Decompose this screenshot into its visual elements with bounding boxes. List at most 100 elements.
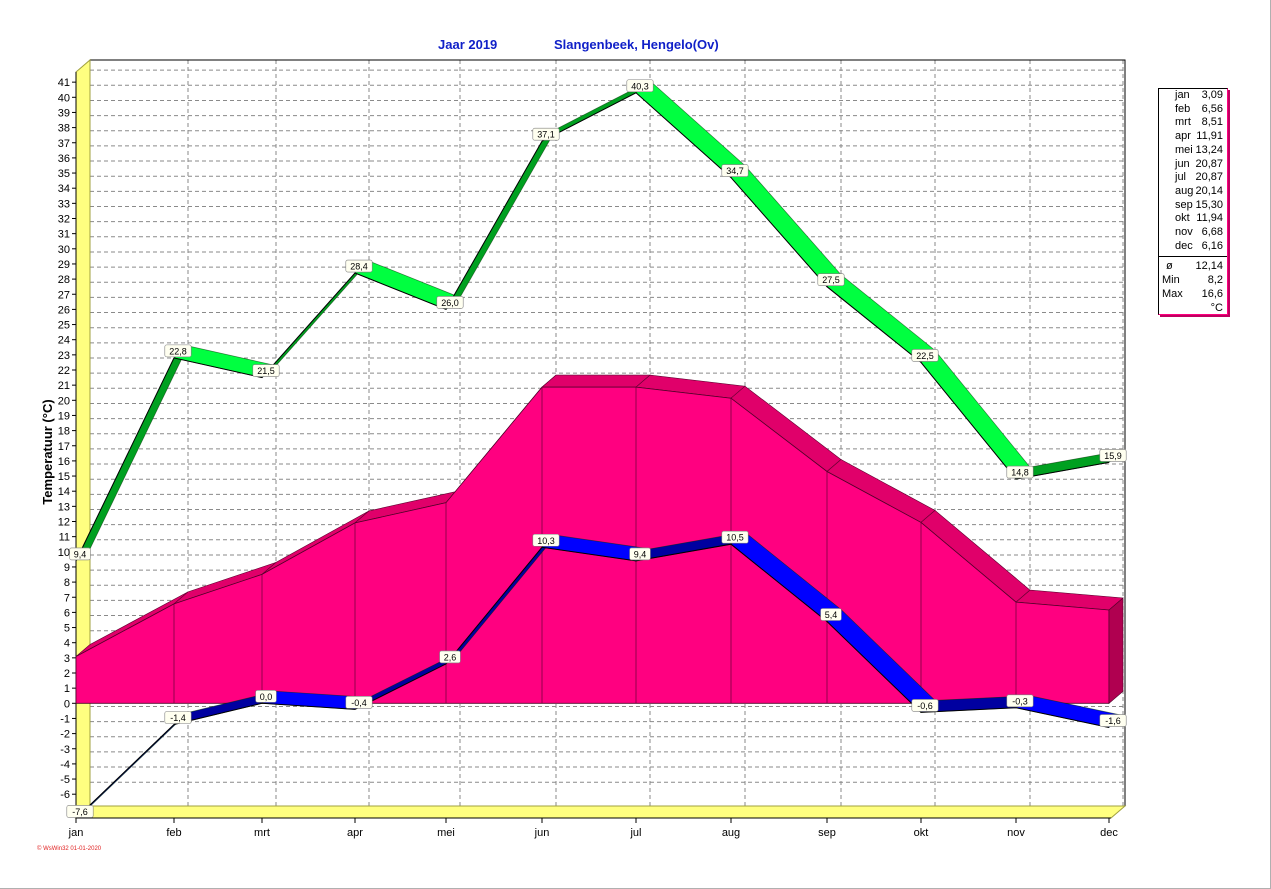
legend-month-value: 11,94 [1196, 212, 1223, 225]
y-tick-label: 34 [58, 183, 70, 195]
legend-month-value: 13,24 [1195, 143, 1223, 156]
max-label-box [532, 127, 560, 141]
max-data-label: 26,0 [441, 298, 459, 308]
y-tick-label: 36 [58, 153, 70, 165]
x-tick-label: jul [629, 827, 641, 839]
max-ribbon-segment [730, 165, 842, 288]
y-tick-label: 13 [58, 501, 70, 513]
min-data-label: -1,4 [170, 713, 186, 723]
y-tick-label: 20 [58, 395, 70, 407]
min-data-label: -0,6 [917, 701, 933, 711]
x-tick-label: okt [914, 827, 929, 839]
max-data-label: 14,8 [1011, 468, 1029, 478]
legend-month-row: mrt 8,51 [1159, 116, 1227, 130]
min-data-labels: -7,6 -1,4 0,0 -0,4 2,6 10,3 9,4 10,5 5,4 -0,6 -0,3… [66, 530, 1127, 818]
legend-month-label: okt [1175, 212, 1190, 225]
mean-area-side-face [1108, 597, 1124, 704]
x-tick-label: aug [722, 827, 740, 839]
legend-month-row: sep 15,30 [1159, 199, 1227, 213]
y-tick-label: 40 [58, 92, 70, 104]
max-data-label: 34,7 [726, 166, 744, 176]
legend-month-label: sep [1175, 198, 1193, 211]
legend-month-label: mei [1175, 143, 1193, 156]
legend-month-row: apr 11,91 [1159, 130, 1227, 144]
legend-month-row: aug 20,14 [1159, 185, 1227, 199]
y-axis: -6-5-4-3-2-10123456789101112131415161718… [58, 72, 77, 818]
y-tick-label: 33 [58, 198, 70, 210]
legend-month-value: 11,91 [1196, 130, 1223, 143]
y-tick-label: 9 [64, 562, 70, 574]
legend-month-label: jul [1175, 171, 1187, 184]
max-ribbon-segment [635, 80, 746, 179]
min-data-label: 10,3 [537, 536, 555, 546]
max-label-box [252, 364, 280, 377]
max-ribbon-segment [75, 345, 189, 562]
legend-month-row: mei 13,24 [1159, 144, 1227, 158]
legend-month-label: nov [1175, 226, 1193, 239]
y-tick-label: 29 [58, 259, 70, 271]
min-data-label: -1,6 [1105, 716, 1121, 726]
legend-month-label: mrt [1175, 116, 1191, 129]
min-label-box [1006, 694, 1034, 708]
legend-divider [1159, 256, 1227, 258]
max-data-label: 9,4 [74, 549, 87, 559]
max-data-label: 40,3 [631, 81, 649, 91]
max-label-box [721, 164, 749, 177]
max-data-label: 15,9 [1104, 451, 1122, 461]
y-tick-label: 24 [58, 335, 70, 347]
x-tick-label: sep [818, 827, 836, 839]
y-tick-label: -3 [60, 744, 70, 756]
x-tick-label: jun [534, 827, 550, 839]
min-label-box [820, 608, 842, 621]
min-data-label: 5,4 [825, 610, 838, 620]
y-tick-label: 8 [64, 577, 70, 589]
y-tick-label: 18 [58, 426, 70, 438]
y-tick-label: -1 [60, 713, 70, 725]
y-tick-label: -4 [60, 759, 70, 771]
max-label-box [626, 79, 654, 93]
max-label-box [164, 344, 192, 358]
x-tick-label: dec [1100, 827, 1118, 839]
legend-month-value: 20,87 [1195, 171, 1223, 184]
x-tick-label: feb [166, 827, 181, 839]
y-tick-label: 23 [58, 350, 70, 362]
min-data-label: 2,6 [444, 652, 457, 662]
legend-min-label: Min [1162, 274, 1180, 287]
chart-year-title: Jaar 2019 [438, 37, 498, 52]
mean-area [75, 374, 1124, 704]
max-data-label: 28,4 [350, 262, 368, 272]
legend-avg-label: ø [1166, 260, 1173, 273]
legend-month-value: 3,09 [1201, 89, 1223, 101]
min-label-box [439, 650, 461, 664]
max-label-box [817, 273, 845, 286]
y-tick-label: 38 [58, 123, 70, 135]
y-tick-label: 32 [58, 214, 70, 226]
y-tick-label: 15 [58, 471, 70, 483]
min-label-box [721, 530, 749, 544]
y-axis-title: Temperatuur (°C) [40, 399, 55, 504]
y-tick-label: 26 [58, 304, 70, 316]
monthly-means-legend: jan 3,09 feb 6,56 mrt 8,51 apr 11,91 mei 13,24 jun… [1158, 88, 1228, 315]
legend-month-row: okt 11,94 [1159, 212, 1227, 226]
legend-month-value: 6,56 [1201, 102, 1223, 115]
y-tick-label: 19 [58, 410, 70, 422]
legend-avg-row: ø 12,14 [1159, 260, 1227, 274]
y-tick-label: -5 [60, 774, 70, 786]
legend-month-label: jun [1175, 157, 1190, 170]
y-tick-label: 11 [59, 532, 70, 544]
max-data-label: 27,5 [822, 275, 840, 285]
y-tick-label: 27 [58, 289, 70, 301]
legend-month-value: 15,30 [1195, 198, 1223, 211]
legend-month-row: nov 6,68 [1159, 226, 1227, 240]
max-line [75, 92, 1110, 562]
min-series [75, 531, 1124, 819]
min-label-box [255, 689, 277, 703]
max-label-box [436, 296, 464, 309]
legend-month-label: dec [1175, 239, 1193, 252]
monthly-means-list: jan 3,09 feb 6,56 mrt 8,51 apr 11,91 mei 13,24 jun… [1159, 89, 1227, 253]
y-tick-label: 6 [64, 607, 70, 619]
max-label-box [345, 259, 373, 273]
y-tick-label: 10 [58, 547, 70, 559]
